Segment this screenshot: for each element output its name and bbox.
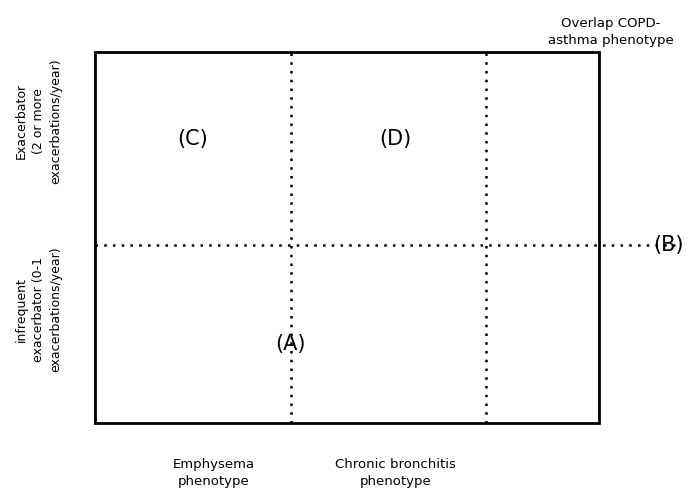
Text: (D): (D) <box>379 129 412 148</box>
Text: (A): (A) <box>275 334 306 354</box>
Text: (B): (B) <box>653 235 684 255</box>
Text: Emphysema
phenotype: Emphysema phenotype <box>172 458 255 488</box>
Text: Exacerbator
(2 or more
exacerbations/year): Exacerbator (2 or more exacerbations/yea… <box>15 58 62 184</box>
Bar <box>94 52 598 423</box>
Text: Chronic bronchitis
phenotype: Chronic bronchitis phenotype <box>335 458 456 488</box>
Text: (C): (C) <box>177 129 208 148</box>
Text: infrequent
exacerbator (0-1
exacerbations/year): infrequent exacerbator (0-1 exacerbation… <box>15 247 62 372</box>
Text: Overlap COPD-
asthma phenotype: Overlap COPD- asthma phenotype <box>547 17 673 48</box>
